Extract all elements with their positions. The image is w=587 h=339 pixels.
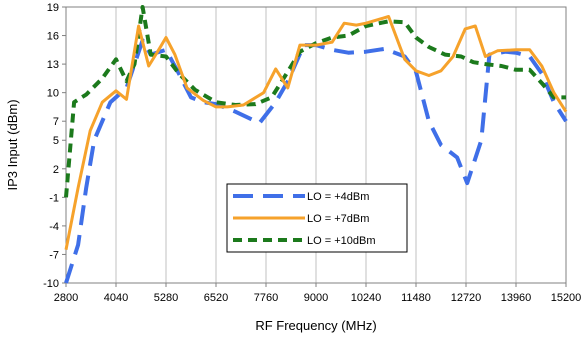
y-tick-label: 7 <box>53 116 59 128</box>
x-tick-label: 12720 <box>451 292 482 304</box>
x-tick-label: 6520 <box>204 292 228 304</box>
x-tick-label: 5280 <box>154 292 178 304</box>
legend-label: LO = +4dBm <box>307 191 369 203</box>
x-tick-label: 10240 <box>351 292 382 304</box>
legend: LO = +4dBm LO = +7dBm LO = +10dBm <box>226 183 408 253</box>
y-axis-label: IP3 Input (dBm) <box>5 99 20 190</box>
x-tick-label: 7760 <box>254 292 278 304</box>
y-tick-label: -1 <box>49 192 59 204</box>
series-line-2 <box>64 15 568 250</box>
series-lines <box>64 5 568 284</box>
y-tick-label: 19 <box>47 2 59 14</box>
x-tick-label: 9000 <box>304 292 328 304</box>
y-tick-label: 10 <box>47 88 59 100</box>
x-tick-label: 13960 <box>501 292 532 304</box>
y-tick-label: 5 <box>53 135 59 147</box>
y-tick-label: 2 <box>53 164 59 176</box>
legend-label: LO = +7dBm <box>307 213 369 225</box>
x-tick-label: 4040 <box>104 292 128 304</box>
x-tick-label: 11480 <box>401 292 431 304</box>
x-tick-label: 15200 <box>551 292 582 304</box>
x-tick-label: 2800 <box>54 292 78 304</box>
legend-label: LO = +10dBm <box>307 235 376 247</box>
y-tick-label: 16 <box>47 31 59 43</box>
x-axis-label: RF Frequency (MHz) <box>255 318 376 333</box>
y-axis-ticks: -10 -7 -4 -1 2 5 7 10 13 16 19 <box>43 2 66 290</box>
y-tick-label: -4 <box>49 221 59 233</box>
x-axis-ticks: 2800 4040 5280 6520 7760 9000 10240 11480 12720 1… <box>54 283 582 304</box>
y-tick-label: 13 <box>47 59 59 71</box>
y-tick-label: -7 <box>49 249 59 261</box>
y-tick-label: -10 <box>43 278 59 290</box>
